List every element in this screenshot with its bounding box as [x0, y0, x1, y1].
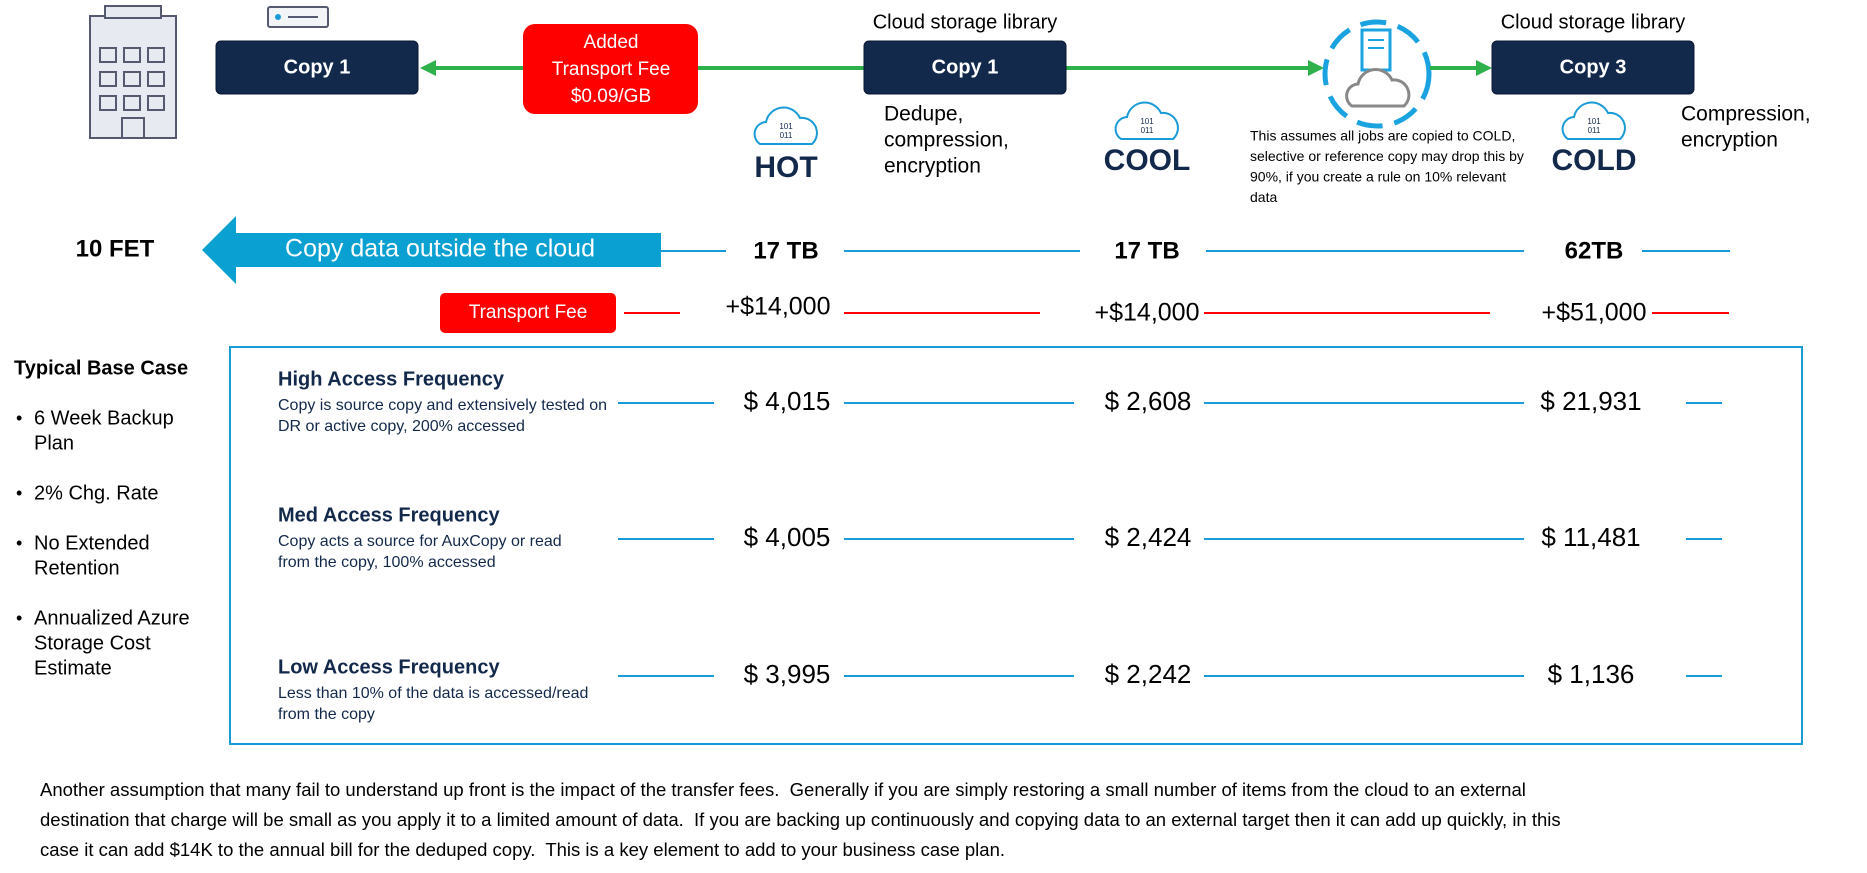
base-case-title: Typical Base Case: [14, 357, 188, 379]
tier-note: Dedupe,: [884, 103, 963, 126]
tier-note: data: [1250, 189, 1277, 205]
copy-label: Copy 3: [1560, 56, 1627, 78]
tier-name: COLD: [1552, 144, 1637, 177]
tier-note: compression,: [884, 129, 1009, 152]
bullet: •: [16, 608, 22, 628]
bullet: •: [16, 408, 22, 428]
cost-value: $ 2,242: [1105, 659, 1192, 689]
base-case-item: 2% Chg. Rate: [34, 482, 159, 504]
fee-label: $0.09/GB: [571, 86, 651, 107]
cost-value: $ 4,005: [744, 522, 831, 552]
row-title: High Access Frequency: [278, 368, 505, 390]
tier-name: COOL: [1104, 144, 1191, 177]
tier-size: 17 TB: [1114, 237, 1179, 264]
cloud-icon-text: 011: [1588, 126, 1601, 135]
cost-value: $ 1,136: [1548, 659, 1635, 689]
cost-value: $ 21,931: [1540, 386, 1641, 416]
cloud-icon-text: 101: [1587, 117, 1601, 126]
copy-out-label: 10 FET: [76, 235, 155, 262]
copy-label: Copy 1: [284, 56, 351, 78]
bullet: •: [16, 533, 22, 553]
transport-fee-label: Transport Fee: [469, 302, 588, 323]
cloud-icon-text: 011: [780, 131, 793, 140]
cloud-icon-text: 011: [1141, 126, 1154, 135]
copy-out-arrow: [202, 216, 661, 284]
footer-text: Another assumption that many fail to und…: [40, 779, 1526, 800]
cost-value: $ 2,608: [1105, 386, 1192, 416]
row-title: Med Access Frequency: [278, 504, 500, 526]
fee-label: Added: [584, 32, 639, 53]
tier-name: HOT: [754, 151, 817, 184]
tier-note: This assumes all jobs are copied to COLD…: [1250, 128, 1515, 144]
copy-out-arrow-label: Copy data outside the cloud: [285, 235, 595, 263]
cloud-icon: [1114, 101, 1179, 140]
row-title: Low Access Frequency: [278, 656, 500, 678]
tier-transport: +$14,000: [1095, 299, 1200, 327]
library-header: Cloud storage library: [873, 11, 1058, 33]
base-case-item: Plan: [34, 432, 74, 454]
library-header: Cloud storage library: [1501, 11, 1686, 33]
gateway-icon: [1322, 19, 1432, 129]
tier-note: 90%, if you create a rule on 10% relevan…: [1250, 169, 1506, 185]
tier-note: selective or reference copy may drop thi…: [1250, 148, 1524, 164]
cloud-icon-text: 101: [779, 122, 793, 131]
tier-note: encryption: [1681, 129, 1778, 152]
copy-box: [215, 40, 419, 95]
cost-value: $ 2,424: [1105, 522, 1192, 552]
copy-label: Copy 1: [932, 56, 999, 78]
copy-box: [1491, 40, 1695, 95]
tier-transport: +$14,000: [726, 293, 831, 321]
cost-value: $ 4,015: [744, 386, 831, 416]
copy-box: [863, 40, 1067, 95]
base-case-item: Annualized Azure: [34, 607, 190, 629]
fee-box: [523, 24, 698, 114]
row-description: DR or active copy, 200% accessed: [278, 418, 525, 435]
tier-note: encryption: [884, 155, 981, 178]
base-case-item: Storage Cost: [34, 632, 151, 654]
base-case-item: Estimate: [34, 657, 112, 679]
cloud-icon: [1561, 101, 1626, 140]
cost-value: $ 3,995: [744, 659, 831, 689]
row-description: Copy acts a source for AuxCopy or read: [278, 533, 562, 550]
transport-fee-box: [440, 293, 616, 333]
tier-note: Compression,: [1681, 103, 1811, 126]
fee-label: Transport Fee: [552, 59, 671, 80]
base-case-item: 6 Week Backup: [34, 407, 174, 429]
footer-text: destination that charge will be small as…: [40, 809, 1561, 830]
footer-text: case it can add $14K to the annual bill …: [40, 839, 1005, 860]
row-description: from the copy, 100% accessed: [278, 554, 496, 571]
tier-transport: +$51,000: [1542, 299, 1647, 327]
access-frame: [229, 346, 1803, 745]
server-icon: [267, 6, 329, 28]
row-description: from the copy: [278, 706, 375, 723]
tier-size: 62TB: [1565, 237, 1624, 264]
row-description: Less than 10% of the data is accessed/re…: [278, 685, 588, 702]
base-case-item: No Extended: [34, 532, 150, 554]
cloud-icon: [753, 106, 818, 145]
base-case-item: Retention: [34, 557, 120, 579]
bullet: •: [16, 483, 22, 503]
tier-size: 17 TB: [753, 237, 818, 264]
cloud-icon-text: 101: [1140, 117, 1154, 126]
cost-value: $ 11,481: [1541, 522, 1640, 552]
building-icon: [89, 5, 177, 139]
row-description: Copy is source copy and extensively test…: [278, 397, 607, 414]
